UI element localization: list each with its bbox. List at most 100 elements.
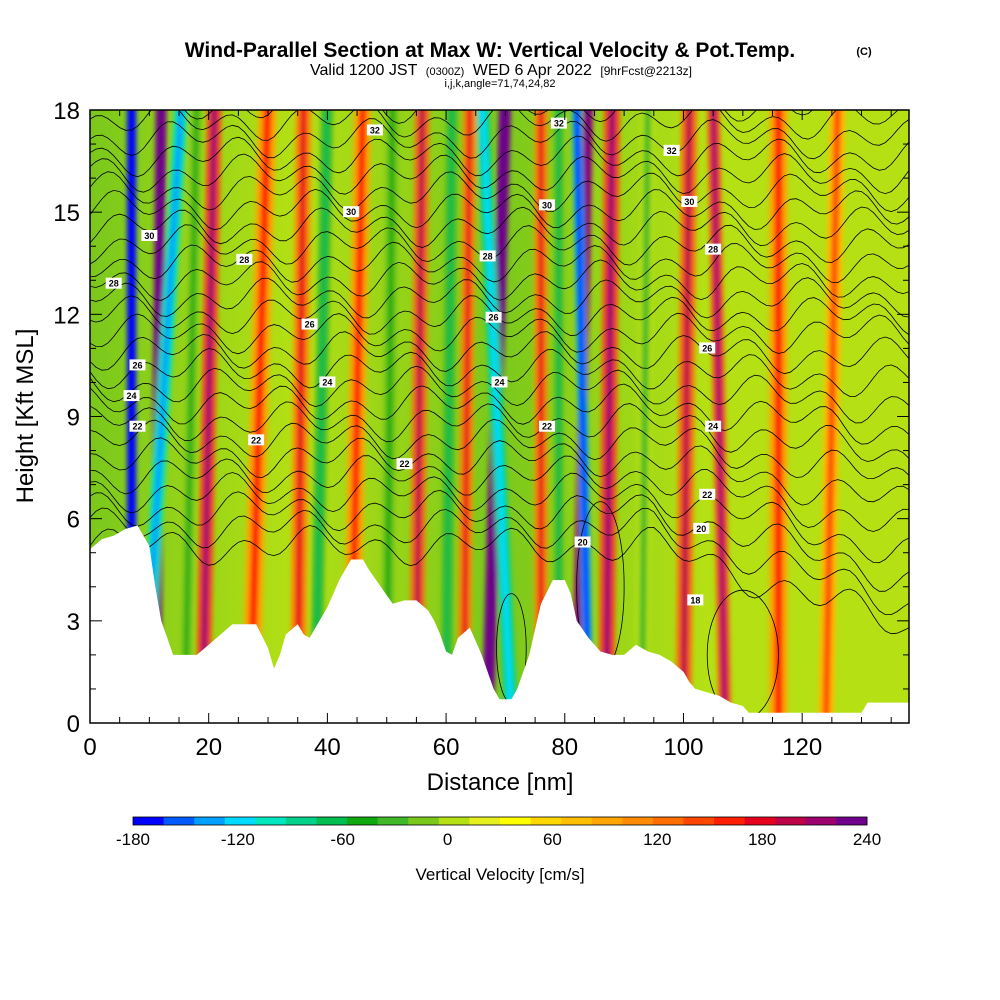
colorbar-tick-label: -120: [221, 830, 255, 849]
colorbar-title: Vertical Velocity [cm/s]: [415, 865, 584, 884]
theta-contour-0: [90, 525, 909, 635]
theta-contour-17: [90, 224, 909, 266]
theta-contour-20: [90, 171, 909, 213]
velocity-streak-core-24: [822, 110, 841, 723]
contour-label-bg-14: [699, 342, 716, 354]
contour-label-bg-4: [343, 206, 360, 218]
colorbar-swatch-2: [194, 817, 226, 825]
contour-label-bg-7: [105, 277, 122, 289]
velocity-streak-core-12: [461, 110, 473, 723]
contour-label-bg-25: [693, 522, 710, 534]
contour-label-19: 22: [132, 422, 142, 432]
velocity-streak-core-7: [312, 110, 330, 723]
x-tick-label: 120: [782, 734, 822, 761]
contour-label-15: 24: [127, 391, 137, 401]
contour-label-bg-26: [687, 594, 704, 606]
contour-label-bg-2: [663, 144, 680, 156]
velocity-streak-core-18: [574, 110, 591, 723]
contour-label-14: 26: [702, 343, 712, 353]
valid-time: Valid 1200 JST (0300Z) WED 6 Apr 2022 [9…: [310, 62, 692, 79]
colorbar-tick-label: 120: [643, 830, 671, 849]
colorbar-tick-label: -60: [330, 830, 355, 849]
theta-contour-18: [90, 206, 909, 248]
theta-contours: [90, 110, 909, 720]
contour-label-4: 30: [346, 207, 356, 217]
y-tick-label: 15: [53, 200, 80, 227]
colorbar-swatch-3: [224, 817, 256, 825]
x-tick-label: 100: [663, 734, 703, 761]
contour-label-bg-1: [550, 117, 567, 129]
contour-label-17: 24: [494, 377, 504, 387]
contour-label-20: 22: [251, 435, 261, 445]
y-axis-label: Height [Kft MSL]: [12, 329, 39, 504]
plot-area: 32 32 32 30 30 30 30 28 28 28 28 26 26 26 26 24 24 24 24 22…: [90, 110, 909, 723]
contour-label-bg-17: [491, 376, 508, 388]
contour-label-bg-13: [485, 311, 502, 323]
contour-labels: 32 32 32 30 30 30 30 28 28 28 28 26 26 26 26 24 24 24 24 22…: [105, 117, 722, 606]
velocity-streak-core-10: [413, 110, 426, 723]
colorbar: -180 -120 -60 0 60 120 180 240: [116, 816, 881, 849]
colorbar-swatch-16: [622, 817, 654, 825]
colorbar-swatch-15: [591, 817, 623, 825]
colorbar-swatch-11: [469, 817, 501, 825]
x-axis-label: Distance [nm]: [427, 769, 574, 796]
theta-contour-6: [90, 418, 909, 480]
contour-label-bg-24: [574, 536, 591, 548]
colorbar-swatch-8: [377, 817, 409, 825]
colorbar-swatch-19: [714, 817, 746, 825]
contour-label-3: 30: [144, 231, 154, 241]
contour-label-22: 22: [542, 422, 552, 432]
terrain-mask: [90, 525, 909, 723]
contour-label-26: 18: [690, 595, 700, 605]
contour-label-16: 24: [322, 377, 332, 387]
theta-contour-1: [90, 507, 909, 615]
velocity-streak-core-20: [638, 110, 651, 723]
theta-contour-19: [90, 188, 909, 231]
contour-label-bg-8: [236, 253, 253, 265]
contour-label-bg-15: [123, 390, 140, 402]
contour-label-10: 28: [708, 245, 718, 255]
contour-label-13: 26: [489, 313, 499, 323]
colorbar-frame: [132, 816, 868, 826]
theta-contour-22: [90, 135, 909, 178]
velocity-streak-core-11: [443, 110, 455, 723]
colorbar-swatch-10: [438, 817, 470, 825]
contour-label-9: 28: [483, 251, 493, 261]
y-tick-label: 0: [67, 711, 80, 738]
colorbar-swatch-7: [347, 817, 379, 825]
contour-label-bg-10: [705, 243, 722, 255]
contour-label-18: 24: [708, 422, 718, 432]
theta-contour-23: [90, 118, 909, 160]
y-tick-label: 3: [67, 609, 80, 636]
theta-contour-7: [90, 401, 909, 462]
colorbar-swatch-14: [561, 817, 593, 825]
contour-label-0: 32: [370, 125, 380, 135]
theta-contour-14: [90, 277, 909, 319]
colorbar-swatch-0: [133, 817, 165, 825]
theta-contour-11: [90, 331, 909, 375]
contour-label-1: 32: [554, 119, 564, 129]
velocity-streak-core-4: [182, 110, 199, 723]
colorbar-swatch-20: [744, 817, 776, 825]
colorbar-swatch-17: [652, 817, 684, 825]
contour-label-bg-6: [681, 195, 698, 207]
theta-contour-2: [90, 489, 909, 592]
y-axis: 0 3 6 9 12 15 18: [53, 98, 909, 738]
theta-contour-15: [90, 259, 909, 301]
x-tick-label: 40: [314, 734, 341, 761]
y-tick-label: 18: [53, 98, 80, 125]
contour-label-7: 28: [109, 279, 119, 289]
valid-prefix: Valid 1200 JST: [310, 62, 418, 79]
colorbar-tick-label: 60: [543, 830, 562, 849]
theta-contour-8: [90, 383, 909, 445]
colorbar-swatch-13: [530, 817, 562, 825]
velocity-streak-core-15: [538, 110, 544, 723]
contour-label-bg-11: [129, 359, 146, 371]
colorbar-swatch-12: [500, 817, 532, 825]
theta-contour-12: [90, 312, 909, 355]
contour-label-11: 26: [132, 360, 142, 370]
contour-label-bg-23: [699, 488, 716, 500]
contour-label-bg-21: [396, 458, 413, 470]
velocity-streak-core-9: [383, 110, 396, 723]
theta-contour-10: [90, 348, 909, 397]
